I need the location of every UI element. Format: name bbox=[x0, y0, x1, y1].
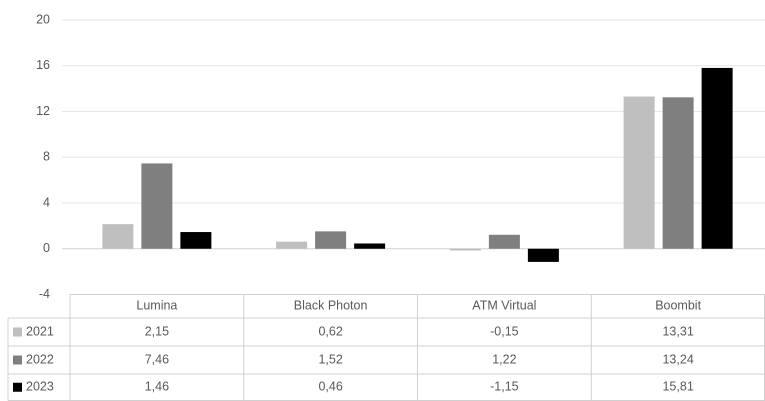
bar bbox=[354, 243, 386, 249]
y-tick-label: 12 bbox=[36, 104, 50, 118]
legend-swatch bbox=[13, 382, 22, 392]
table-value: 15,81 bbox=[662, 380, 693, 394]
table-value: 2,15 bbox=[145, 324, 169, 338]
x-tick-label: ATM Virtual bbox=[472, 299, 536, 313]
table-value: 13,31 bbox=[662, 324, 693, 338]
y-tick-label: 0 bbox=[43, 241, 50, 255]
y-tick-label: 4 bbox=[43, 195, 50, 209]
table-value: 0,62 bbox=[318, 324, 342, 338]
table-value: 1,52 bbox=[318, 352, 342, 366]
legend-swatch bbox=[13, 327, 22, 337]
y-tick-label: 20 bbox=[36, 12, 50, 26]
bar bbox=[488, 234, 520, 249]
table-value: -1,15 bbox=[490, 380, 519, 394]
bar bbox=[449, 248, 481, 251]
bar bbox=[527, 248, 559, 262]
y-tick-label: 8 bbox=[43, 150, 50, 164]
bar bbox=[102, 224, 134, 249]
bar bbox=[141, 163, 173, 249]
bar bbox=[701, 67, 733, 249]
x-tick-label: Black Photon bbox=[294, 299, 368, 313]
bar bbox=[662, 97, 694, 249]
table-value: -0,15 bbox=[490, 324, 519, 338]
table-value: 1,46 bbox=[145, 380, 169, 394]
legend-swatch bbox=[13, 355, 22, 365]
legend-label: 2023 bbox=[26, 380, 54, 394]
table-value: 1,22 bbox=[492, 352, 516, 366]
legend-label: 2022 bbox=[26, 352, 54, 366]
y-tick-label: 16 bbox=[36, 58, 50, 72]
x-tick-label: Boombit bbox=[655, 299, 701, 313]
table-value: 0,46 bbox=[318, 380, 342, 394]
table-value: 13,24 bbox=[662, 352, 693, 366]
x-tick-label: Lumina bbox=[136, 299, 177, 313]
y-tick-label: -4 bbox=[39, 287, 50, 301]
bar bbox=[276, 241, 308, 249]
legend-label: 2021 bbox=[26, 324, 54, 338]
bar bbox=[623, 96, 655, 249]
bar bbox=[180, 232, 212, 249]
table-value: 7,46 bbox=[145, 352, 169, 366]
bar bbox=[315, 231, 347, 249]
